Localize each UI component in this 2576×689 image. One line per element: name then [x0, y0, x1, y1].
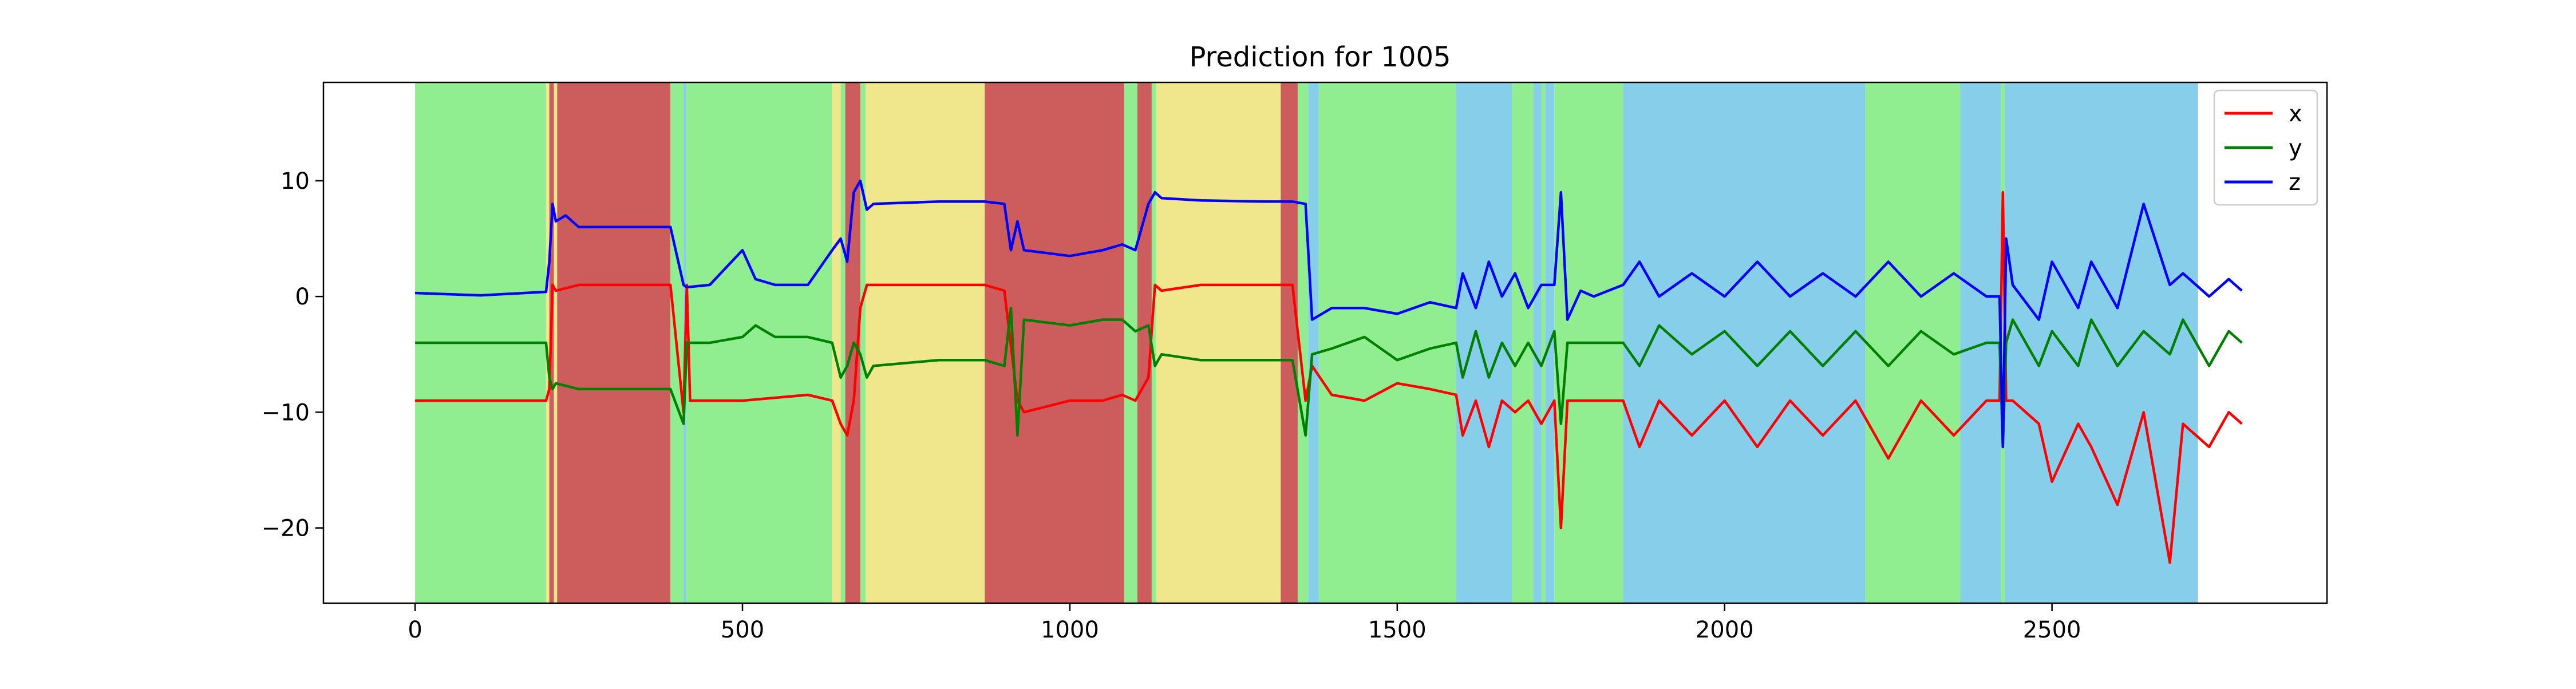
band-blue	[1623, 82, 1866, 603]
band-blue	[2005, 82, 2198, 603]
y-tick-label: −20	[262, 516, 310, 542]
band-red	[985, 82, 1124, 603]
band-red	[1281, 82, 1298, 603]
band-yellow	[866, 82, 985, 603]
series-lines	[415, 179, 2243, 564]
band-green	[1151, 82, 1156, 603]
band-green	[840, 82, 846, 603]
x-tick-label: 0	[408, 617, 422, 643]
x-tick-label: 500	[721, 617, 764, 643]
legend-label-y: y	[2289, 135, 2302, 161]
band-blue	[1456, 82, 1512, 603]
band-green	[1511, 82, 1534, 603]
legend-label-z: z	[2289, 169, 2301, 196]
band-yellow	[832, 82, 841, 603]
legend-label-x: x	[2289, 101, 2302, 127]
band-blue	[1533, 82, 1542, 603]
series-line-z	[415, 179, 2243, 449]
band-green	[860, 82, 866, 603]
x-tick-label: 2500	[2023, 617, 2081, 643]
band-red	[557, 82, 671, 603]
band-green	[1124, 82, 1137, 603]
x-tick-label: 1500	[1368, 617, 1427, 643]
band-green	[2001, 82, 2005, 603]
y-tick-label: −10	[262, 399, 310, 426]
band-yellow	[1156, 82, 1281, 603]
y-tick-label: 0	[295, 284, 310, 310]
x-tick-label: 2000	[1696, 617, 1754, 643]
band-blue	[1308, 82, 1319, 603]
legend: xyz	[2213, 89, 2318, 206]
band-green	[1541, 82, 1546, 603]
band-green	[1865, 82, 1961, 603]
background-bands	[415, 82, 2198, 603]
band-yellow	[546, 82, 550, 603]
plot-frame	[322, 81, 2328, 604]
axis-ticks: 0 500 1000 1500 2000 2500 −20 −10 0 10	[262, 168, 2081, 643]
band-green	[1318, 82, 1456, 603]
chart-title: Prediction for 1005	[1189, 41, 1451, 73]
band-red	[1137, 82, 1152, 603]
y-tick-label: 10	[280, 168, 310, 195]
band-yellow	[554, 82, 558, 603]
x-tick-label: 1000	[1041, 617, 1099, 643]
series-line-y	[415, 307, 2243, 449]
